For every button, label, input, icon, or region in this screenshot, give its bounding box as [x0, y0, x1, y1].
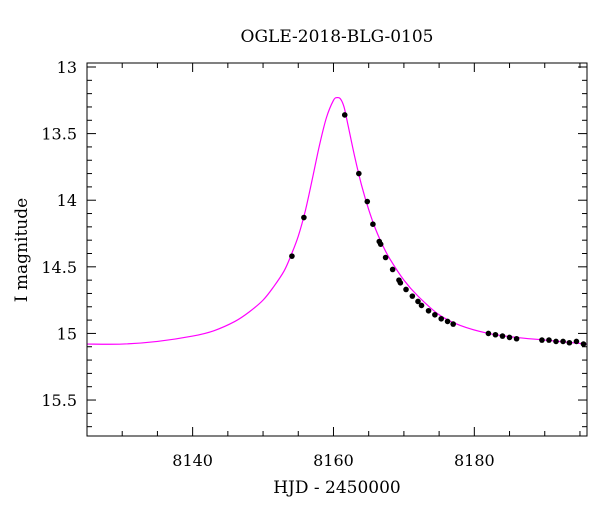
chart-title: OGLE-2018-BLG-0105: [241, 27, 434, 47]
data-point: [356, 170, 362, 177]
data-point: [418, 302, 425, 309]
y-tick-label: 14: [57, 191, 77, 210]
data-point: [492, 331, 499, 338]
y-tick-label: 13: [57, 58, 77, 77]
data-point: [415, 298, 421, 305]
model-curve: [86, 96, 588, 345]
data-point: [389, 266, 396, 273]
data-point: [560, 338, 566, 345]
data-point: [382, 254, 389, 261]
data-point: [485, 330, 492, 337]
data-point: [377, 241, 384, 247]
data-point: [432, 311, 438, 318]
data-point: [289, 253, 295, 259]
data-point: [539, 337, 545, 343]
model-curve-layer: [86, 96, 588, 345]
y-tick-label: 15: [57, 324, 77, 343]
x-tick-label: 8180: [454, 451, 495, 470]
y-tick-label: 13.5: [41, 125, 77, 144]
plot-frame: [86, 62, 588, 437]
data-point: [425, 307, 432, 314]
y-tick-label: 14.5: [41, 258, 77, 277]
data-points: [289, 112, 587, 347]
data-point: [573, 338, 580, 345]
data-point: [553, 338, 559, 345]
x-tick-label: 8160: [313, 451, 354, 470]
x-tick-label: 8140: [172, 451, 213, 470]
data-point: [438, 315, 445, 322]
data-point: [370, 221, 376, 227]
data-point: [409, 293, 416, 299]
y-tick-label: 15.5: [41, 391, 77, 410]
y-axis-label: I magnitude: [12, 198, 32, 302]
data-point: [513, 335, 520, 342]
data-point: [580, 341, 587, 347]
data-point: [499, 333, 506, 339]
data-point: [546, 337, 552, 343]
data-point: [566, 339, 573, 346]
axis-ticks: 8140 8160 8180 13 13.5 14 14.5 15 15.5: [41, 58, 587, 470]
data-point: [444, 318, 451, 325]
data-point: [341, 112, 348, 118]
data-point: [506, 334, 513, 341]
data-point: [403, 286, 409, 293]
x-axis-label: HJD - 2450000: [273, 478, 401, 498]
data-point: [450, 321, 456, 327]
data-point: [364, 198, 371, 205]
data-point: [397, 280, 404, 286]
data-point: [301, 214, 307, 221]
